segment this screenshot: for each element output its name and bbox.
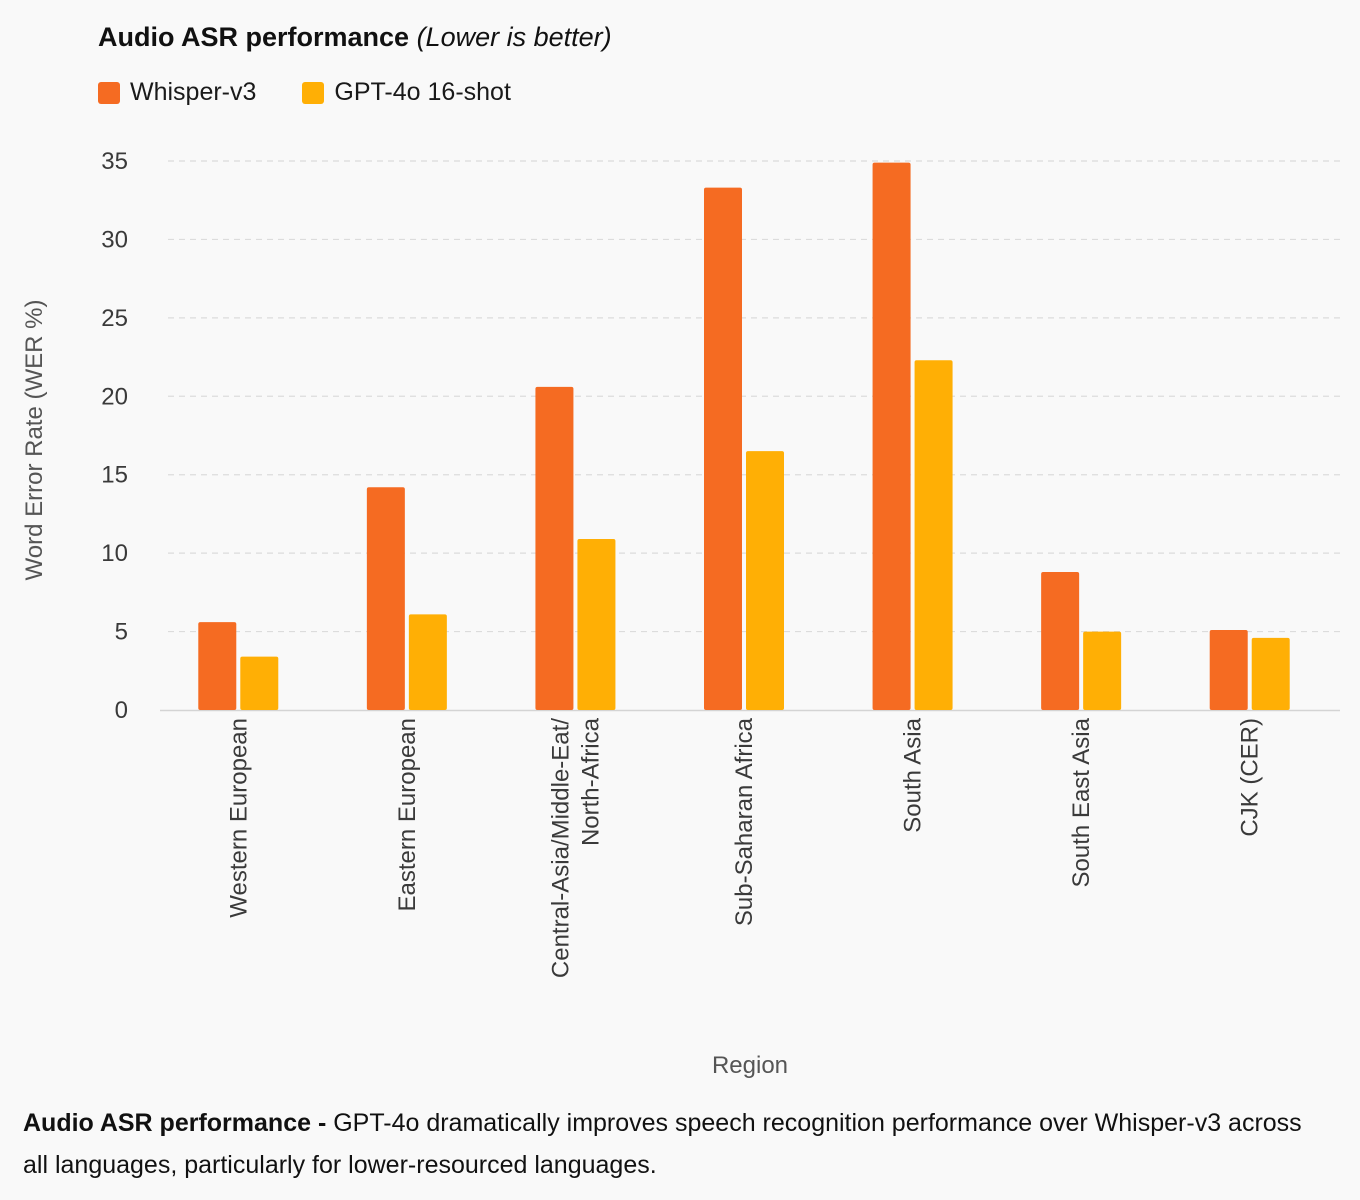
- bar-gpt4o-0: [240, 656, 279, 710]
- bar-whisper-1: [366, 487, 405, 710]
- y-tick-label-25: 25: [101, 305, 128, 332]
- x-tick-label-2-1: North-Africa: [577, 717, 604, 846]
- x-tick-label-2-0: Central-Asia/Middle-Eat/: [547, 718, 574, 978]
- legend-item-gpt4o: GPT-4o 16-shot: [302, 78, 511, 107]
- bar-whisper-4: [872, 162, 911, 710]
- bar-gpt4o-2: [577, 539, 616, 710]
- figure-caption: Audio ASR performance - GPT-4o dramatica…: [23, 1102, 1323, 1186]
- legend-label-gpt4o: GPT-4o 16-shot: [334, 78, 511, 106]
- bar-gpt4o-5: [1083, 631, 1122, 710]
- bar-gpt4o-1: [408, 614, 447, 710]
- x-tick-label-1: Eastern European: [394, 718, 421, 911]
- bar-whisper-5: [1041, 571, 1080, 710]
- bar-whisper-2: [535, 386, 574, 710]
- bar-gpt4o-6: [1251, 637, 1290, 710]
- legend-item-whisper: Whisper-v3: [98, 78, 256, 107]
- legend: Whisper-v3 GPT-4o 16-shot: [98, 78, 557, 107]
- plot-area: 0 5 10 15 20 25 30 35 Western European Eastern Eu…: [21, 148, 1340, 1079]
- bar-gpt4o-3: [746, 451, 784, 710]
- chart-title-main: Audio ASR performance: [98, 22, 410, 52]
- x-tick-label-4: South Asia: [900, 717, 927, 832]
- chart-title: Audio ASR performance (Lower is better): [98, 22, 612, 53]
- legend-swatch-gpt4o: [302, 81, 325, 104]
- legend-swatch-whisper: [98, 81, 120, 104]
- x-tick-label-3: Sub-Saharan Africa: [731, 717, 758, 926]
- y-tick-label-35: 35: [101, 148, 128, 175]
- chart-subtitle: (Lower is better): [416, 22, 612, 52]
- caption-text: GPT-4o dramatically improves speech reco…: [23, 1109, 1302, 1179]
- x-tick-label-6: CJK (CER): [1237, 718, 1264, 837]
- y-axis-label: Word Error Rate (WER %): [21, 300, 48, 581]
- bar-gpt4o-4: [914, 360, 953, 710]
- caption-bold: Audio ASR performance -: [23, 1109, 327, 1137]
- y-tick-label-5: 5: [115, 619, 128, 646]
- x-tick-label-0: Western European: [225, 718, 252, 918]
- x-tick-label-5: South East Asia: [1068, 717, 1095, 887]
- bar-whisper-6: [1209, 630, 1248, 710]
- x-axis-label: Region: [712, 1052, 788, 1079]
- y-tick-label-0: 0: [115, 697, 128, 724]
- y-tick-label-30: 30: [101, 226, 128, 253]
- y-tick-label-10: 10: [101, 540, 128, 567]
- legend-label-whisper: Whisper-v3: [130, 78, 257, 106]
- bar-whisper-3: [704, 187, 742, 710]
- y-tick-label-20: 20: [101, 383, 128, 410]
- y-tick-label-15: 15: [101, 462, 128, 489]
- bar-whisper-0: [198, 622, 237, 710]
